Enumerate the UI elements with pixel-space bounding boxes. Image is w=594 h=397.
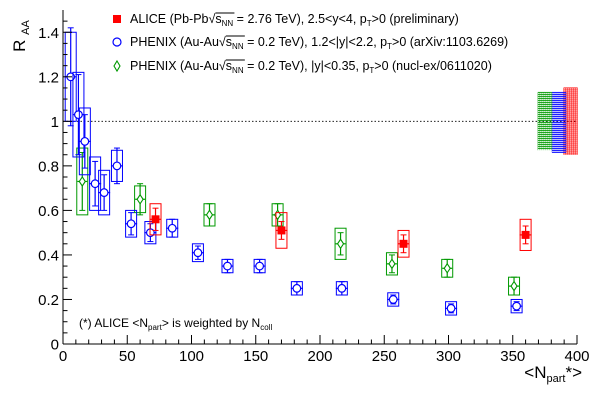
legend-label-sqrt: √ xyxy=(209,12,216,26)
data-point xyxy=(336,238,345,250)
data-point xyxy=(388,295,398,304)
x-tick-label: 300 xyxy=(436,348,461,365)
legend-label: PHENIX (Au-Au√sNN = 0.2 TeV), |y|<0.35, … xyxy=(130,59,492,75)
data-point xyxy=(510,280,518,292)
data-point xyxy=(521,230,530,239)
data-point xyxy=(255,261,265,271)
axis-layer: 0 50 100 150 200 250 300 350 400 0 0.2 0.4 0.6 0.8 1 1.… xyxy=(38,10,590,365)
y-tick-label: 0.6 xyxy=(38,203,59,220)
sys-box xyxy=(334,227,347,260)
data-point xyxy=(443,262,451,274)
data-point xyxy=(151,215,160,224)
legend-label-p-sub: T xyxy=(369,66,374,75)
data-point xyxy=(99,188,109,197)
annotation-text-a: (*) ALICE <N xyxy=(79,316,148,330)
data-point xyxy=(277,226,286,235)
legend-label-tail: >0 (preliminary) xyxy=(372,12,459,26)
x-tick-label: 150 xyxy=(243,348,268,365)
legend-entry: PHENIX (Au-Au√sNN = 0.2 TeV), |y|<0.35, … xyxy=(113,59,492,75)
data-point xyxy=(78,175,86,187)
legend-label-sqrt: √ xyxy=(219,59,226,73)
y-axis-label: R AA xyxy=(10,19,32,51)
x-tick-label: 200 xyxy=(307,348,332,365)
annotation-text-b: > is weighted by N xyxy=(162,316,260,330)
legend-label-pre: ALICE (Pb-Pb xyxy=(130,12,209,26)
y-tick-label: 1.4 xyxy=(38,25,59,42)
x-tick-label: 350 xyxy=(500,348,525,365)
data-point xyxy=(388,258,396,270)
y-tick-label: 0.2 xyxy=(38,292,59,309)
legend-label-s: s xyxy=(215,12,221,26)
legend-label-tail: >0 (arXiv:1103.6269) xyxy=(392,35,508,49)
legend-label-s-sub: NN xyxy=(232,66,244,75)
legend-label: ALICE (Pb-Pb√sNN = 2.76 TeV), 2.5<y<4, p… xyxy=(130,12,459,28)
data-point xyxy=(512,301,522,311)
legend-marker xyxy=(113,15,121,23)
legend-label-post: = 2.76 TeV), 2.5<y<4, p xyxy=(233,12,367,26)
legend: ALICE (Pb-Pb√sNN = 2.76 TeV), 2.5<y<4, p… xyxy=(112,12,508,75)
data-point xyxy=(292,283,302,293)
x-axis-label: <Npart*> xyxy=(524,363,582,385)
data-point xyxy=(126,219,136,229)
x-tick-label: 400 xyxy=(564,348,589,365)
series-layer xyxy=(63,27,578,316)
y-tick-label: 1 xyxy=(51,114,59,131)
data-point xyxy=(446,303,456,313)
series-open-circle xyxy=(64,27,523,316)
legend-label-tail: >0 (nucl-ex/0611020) xyxy=(374,59,492,73)
y-axis-label-sub: AA xyxy=(20,19,32,34)
y-tick-label: 0.4 xyxy=(38,247,59,264)
y-tick-label: 0.8 xyxy=(38,158,59,175)
data-point xyxy=(337,283,347,293)
y-axis-label-main: R xyxy=(10,40,29,52)
legend-entry: PHENIX (Au-Au√sNN = 0.2 TeV), 1.2<|y|<2.… xyxy=(112,35,508,51)
sys-box xyxy=(385,252,398,276)
global-sys-band xyxy=(537,91,553,151)
x-tick-label: 50 xyxy=(119,348,136,365)
legend-marker xyxy=(112,37,122,47)
legend-label-post: = 0.2 TeV), 1.2<|y|<2.2, p xyxy=(244,35,388,49)
data-point xyxy=(193,248,203,258)
series-filled-square xyxy=(149,203,532,258)
legend-label-pre: PHENIX (Au-Au xyxy=(130,35,219,49)
legend-label-post: = 0.2 TeV), |y|<0.35, p xyxy=(244,59,370,73)
annotation-sub-a: part xyxy=(148,323,163,332)
x-tick-label: 250 xyxy=(372,348,397,365)
x-tick-label: 0 xyxy=(59,348,67,365)
legend-label-s-sub: NN xyxy=(222,19,234,28)
data-point xyxy=(399,239,408,248)
series-open-diamond xyxy=(76,147,521,296)
data-point xyxy=(167,223,177,233)
global-sys-band xyxy=(551,91,567,153)
legend-label-p-sub: T xyxy=(367,19,372,28)
y-tick-label: 0 xyxy=(51,337,59,354)
legend-label-s-sub: NN xyxy=(232,42,244,51)
sys-box xyxy=(76,147,89,216)
legend-label-s: s xyxy=(226,35,232,49)
data-point xyxy=(74,110,83,120)
legend-marker xyxy=(113,59,121,73)
legend-label-pre: PHENIX (Au-Au xyxy=(130,59,219,73)
x-tick-label: 100 xyxy=(179,348,204,365)
annotation-sub-b: coll xyxy=(260,323,272,332)
data-point xyxy=(136,193,144,205)
legend-label: PHENIX (Au-Au√sNN = 0.2 TeV), 1.2<|y|<2.… xyxy=(130,35,508,51)
legend-label-sqrt: √ xyxy=(219,35,226,49)
legend-entry: ALICE (Pb-Pb√sNN = 2.76 TeV), 2.5<y<4, p… xyxy=(113,12,459,28)
data-point xyxy=(205,209,214,221)
data-point xyxy=(223,261,232,271)
data-point xyxy=(112,161,122,171)
legend-label-s: s xyxy=(226,59,232,73)
y-tick-label: 1.2 xyxy=(38,69,59,86)
legend-label-p-sub: T xyxy=(387,42,392,51)
data-point xyxy=(90,179,100,189)
data-point xyxy=(80,136,90,146)
annotation-note: (*) ALICE <Npart> is weighted by Ncoll xyxy=(79,316,272,332)
